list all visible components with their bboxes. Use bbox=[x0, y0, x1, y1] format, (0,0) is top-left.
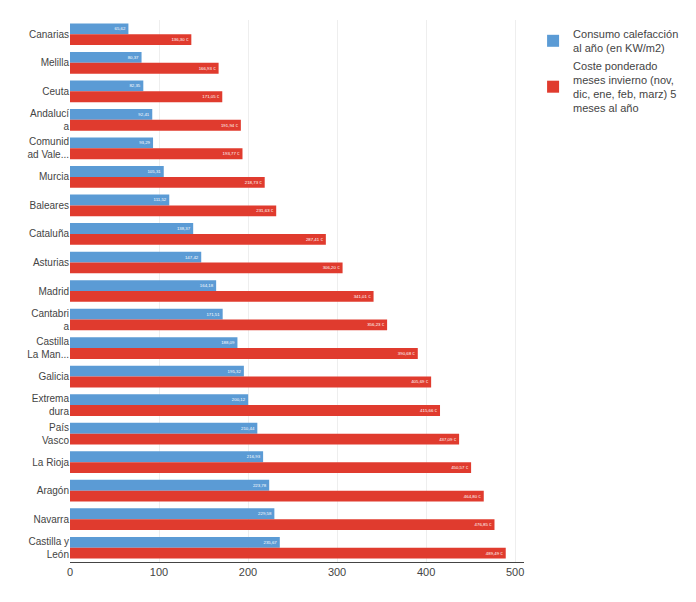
svg-text:437,09 €: 437,09 € bbox=[439, 437, 456, 442]
svg-text:356,23 €: 356,23 € bbox=[367, 322, 384, 327]
svg-text:111,52: 111,52 bbox=[154, 197, 167, 202]
svg-text:PaísVasco: PaísVasco bbox=[42, 422, 69, 446]
svg-text:235,67: 235,67 bbox=[263, 540, 277, 545]
svg-text:92,41: 92,41 bbox=[138, 112, 149, 117]
svg-text:Extremadura: Extremadura bbox=[32, 393, 70, 417]
svg-text:464,80 €: 464,80 € bbox=[464, 494, 481, 499]
svg-text:147,42: 147,42 bbox=[185, 255, 199, 260]
svg-text:164,18: 164,18 bbox=[200, 283, 214, 288]
svg-text:Coste ponderadomeses invierno: Coste ponderadomeses invierno (nov,dic, … bbox=[573, 60, 676, 115]
svg-text:193,77 €: 193,77 € bbox=[223, 151, 240, 156]
svg-text:100: 100 bbox=[150, 566, 168, 578]
svg-text:500: 500 bbox=[506, 566, 524, 578]
svg-text:Madrid: Madrid bbox=[38, 286, 69, 297]
svg-text:306,20 €: 306,20 € bbox=[323, 265, 340, 270]
svg-text:195,32: 195,32 bbox=[228, 369, 242, 374]
svg-text:0: 0 bbox=[67, 566, 73, 578]
svg-text:166,93 €: 166,93 € bbox=[199, 66, 216, 71]
svg-text:Cataluña: Cataluña bbox=[29, 228, 69, 239]
svg-text:Andalucía: Andalucía bbox=[30, 108, 69, 132]
svg-text:200,12: 200,12 bbox=[232, 397, 246, 402]
svg-text:Canarias: Canarias bbox=[29, 29, 69, 40]
svg-text:Galicia: Galicia bbox=[38, 371, 69, 382]
svg-text:216,93: 216,93 bbox=[247, 454, 261, 459]
svg-text:Murcia: Murcia bbox=[39, 171, 69, 182]
svg-text:82,35: 82,35 bbox=[129, 83, 140, 88]
svg-text:476,85 €: 476,85 € bbox=[475, 522, 492, 527]
svg-text:Castilla yLeón: Castilla yLeón bbox=[28, 536, 69, 560]
svg-text:Aragón: Aragón bbox=[37, 485, 69, 496]
svg-text:171,05 €: 171,05 € bbox=[202, 94, 219, 99]
svg-text:341,01 €: 341,01 € bbox=[354, 294, 371, 299]
svg-text:Cantabria: Cantabria bbox=[31, 308, 69, 332]
svg-text:93,29: 93,29 bbox=[139, 140, 150, 145]
svg-text:Comunidad Vale...: Comunidad Vale... bbox=[27, 136, 69, 160]
svg-text:Navarra: Navarra bbox=[33, 514, 69, 525]
svg-text:200: 200 bbox=[239, 566, 257, 578]
svg-text:65,62: 65,62 bbox=[115, 26, 126, 31]
svg-text:105,31: 105,31 bbox=[147, 169, 161, 174]
svg-text:450,57 €: 450,57 € bbox=[451, 465, 468, 470]
svg-text:229,58: 229,58 bbox=[258, 511, 272, 516]
svg-text:400: 400 bbox=[417, 566, 435, 578]
svg-text:CastillaLa Man...: CastillaLa Man... bbox=[27, 336, 69, 360]
svg-text:489,49 €: 489,49 € bbox=[486, 551, 503, 556]
svg-text:Consumo calefacciónal año (en: Consumo calefacciónal año (en KW/m2) bbox=[573, 28, 678, 54]
svg-text:Asturias: Asturias bbox=[33, 257, 69, 268]
svg-text:300: 300 bbox=[328, 566, 346, 578]
svg-text:80,37: 80,37 bbox=[128, 55, 139, 60]
svg-text:390,68 €: 390,68 € bbox=[398, 351, 415, 356]
svg-text:188,09: 188,09 bbox=[221, 340, 235, 345]
svg-text:405,69 €: 405,69 € bbox=[411, 379, 428, 384]
svg-text:La Rioja: La Rioja bbox=[32, 457, 69, 468]
svg-text:Ceuta: Ceuta bbox=[42, 86, 69, 97]
svg-text:287,41 €: 287,41 € bbox=[306, 237, 323, 242]
svg-text:191,94 €: 191,94 € bbox=[221, 123, 238, 128]
svg-text:415,66 €: 415,66 € bbox=[420, 408, 437, 413]
svg-text:Baleares: Baleares bbox=[30, 200, 69, 211]
svg-text:138,37: 138,37 bbox=[177, 226, 191, 231]
svg-text:136,30 €: 136,30 € bbox=[171, 37, 188, 42]
svg-text:210,44: 210,44 bbox=[241, 426, 255, 431]
svg-text:171,51: 171,51 bbox=[206, 312, 220, 317]
svg-text:231,63 €: 231,63 € bbox=[256, 208, 273, 213]
svg-text:218,73 €: 218,73 € bbox=[245, 180, 262, 185]
svg-text:Melilla: Melilla bbox=[41, 57, 70, 68]
svg-text:223,78: 223,78 bbox=[253, 483, 267, 488]
